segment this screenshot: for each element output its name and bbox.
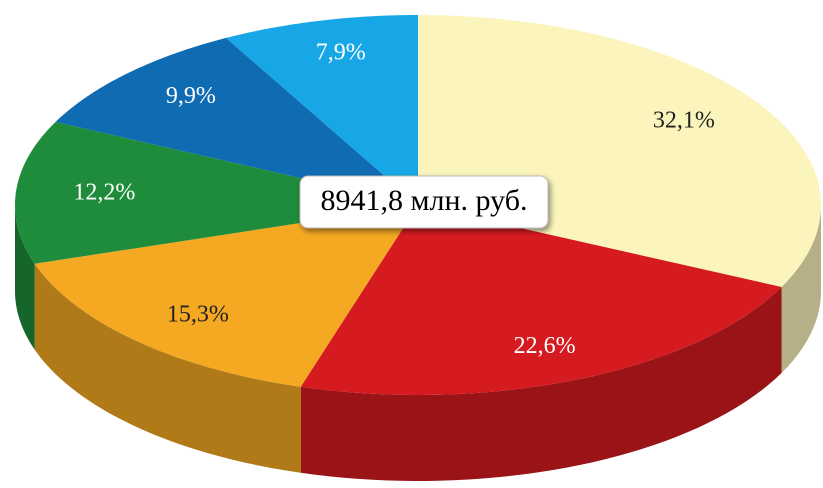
pie-labels: 32,1% 22,6% 15,3% 12,2% 9,9% 7,9% xyxy=(73,39,715,359)
pie-side xyxy=(300,286,782,481)
annotation-box xyxy=(299,175,549,229)
pie-side xyxy=(34,263,301,473)
pie-side xyxy=(781,205,821,373)
data-label: 12,2% xyxy=(73,180,135,206)
pie-sides xyxy=(15,205,821,481)
data-label: 22,6% xyxy=(514,333,576,359)
annotation: 8941,8 млн. руб. xyxy=(299,175,549,229)
pie-slice xyxy=(55,37,419,205)
pie-slice xyxy=(15,121,419,264)
data-label: 9,9% xyxy=(166,83,216,109)
pie-slice xyxy=(226,15,418,205)
pie-slice xyxy=(34,205,419,387)
pie-side xyxy=(15,205,35,350)
annotation-text: 8941,8 млн. руб. xyxy=(321,184,528,217)
data-label: 32,1% xyxy=(653,107,715,133)
pie-slice xyxy=(300,205,782,395)
data-label: 7,9% xyxy=(316,39,366,65)
data-label: 15,3% xyxy=(167,302,229,328)
